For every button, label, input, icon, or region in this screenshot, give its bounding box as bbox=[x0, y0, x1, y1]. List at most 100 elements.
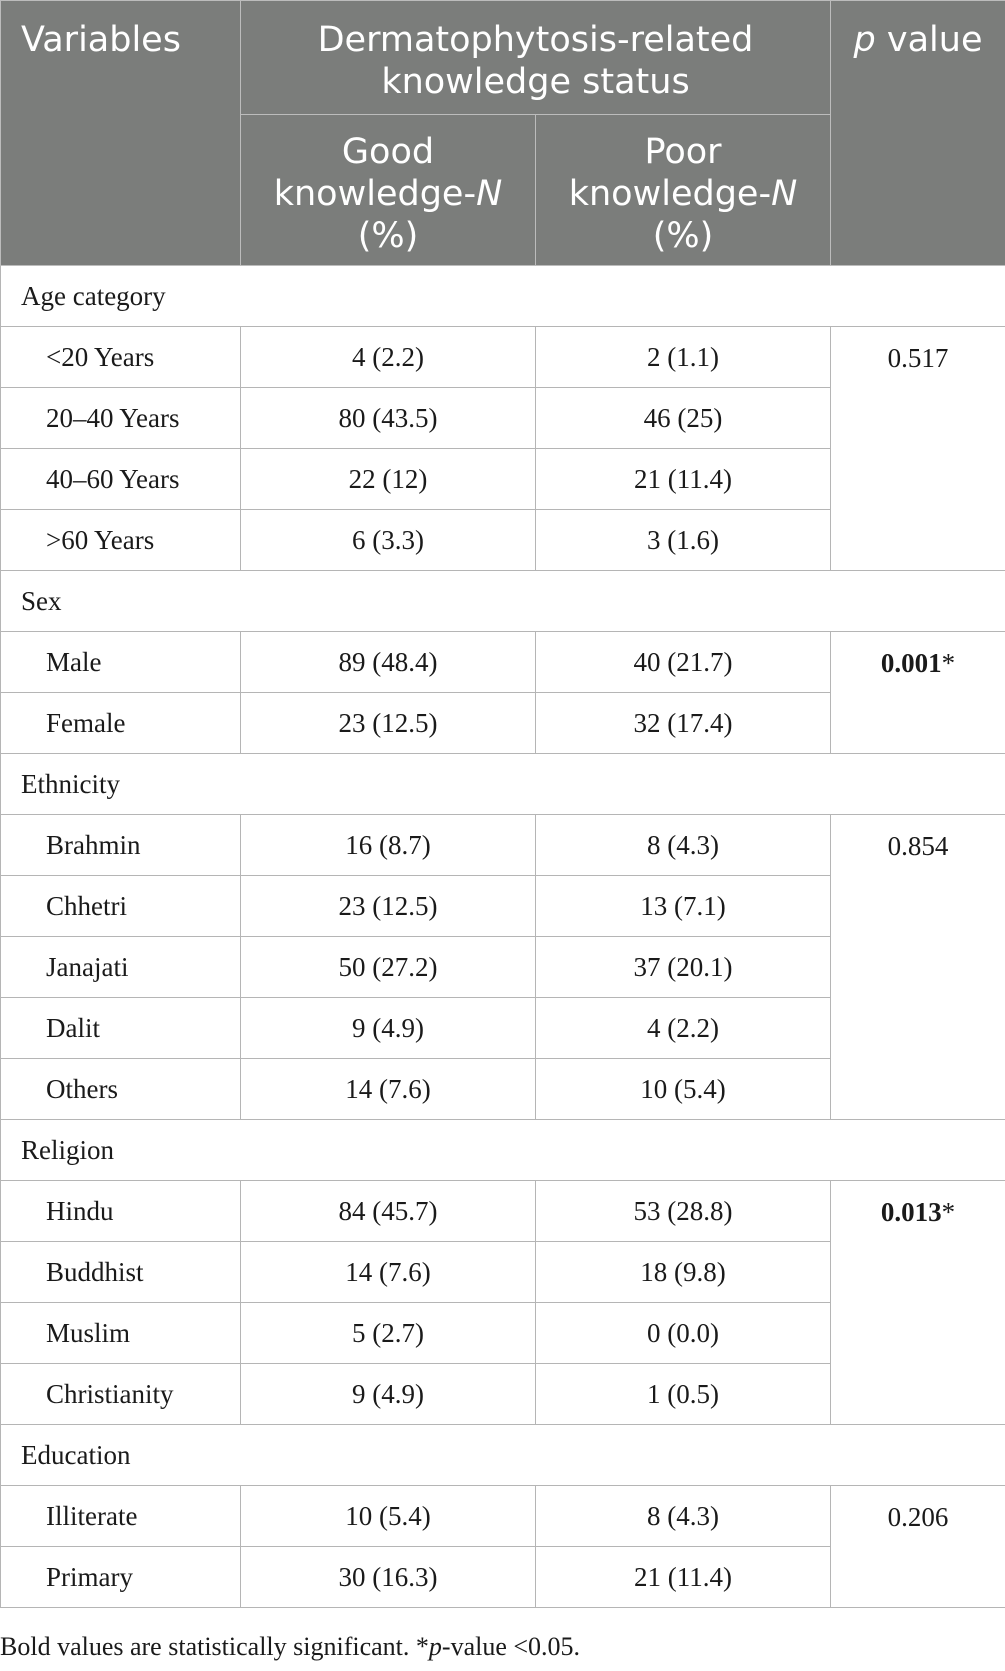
good-knowledge-cell: 10 (5.4) bbox=[240, 1485, 536, 1547]
row-label: Buddhist bbox=[0, 1241, 241, 1303]
table-row: Female 23 (12.5) 32 (17.4) bbox=[0, 692, 1005, 754]
good-knowledge-cell: 6 (3.3) bbox=[240, 509, 536, 571]
table-row: Buddhist 14 (7.6) 18 (9.8) bbox=[0, 1241, 1005, 1303]
good-knowledge-cell: 9 (4.9) bbox=[240, 1363, 536, 1425]
good-knowledge-cell: 23 (12.5) bbox=[240, 692, 536, 754]
poor-knowledge-cell: 40 (21.7) bbox=[534, 631, 832, 693]
row-label: Chhetri bbox=[0, 875, 241, 937]
row-label: Primary bbox=[0, 1546, 241, 1608]
p-value-cell: 0.206 bbox=[830, 1485, 1005, 1608]
table-row: Janajati 50 (27.2) 37 (20.1) bbox=[0, 936, 1005, 998]
category-row: Education bbox=[0, 1424, 1005, 1486]
poor-knowledge-cell: 3 (1.6) bbox=[534, 509, 832, 571]
header-knowledge-status: Dermatophytosis-related knowledge status bbox=[239, 0, 832, 115]
significance-mark: * bbox=[941, 648, 956, 678]
p-value-cell: 0.854 bbox=[830, 814, 1005, 1120]
category-label: Age category bbox=[0, 265, 1005, 327]
good-knowledge-cell: 80 (43.5) bbox=[240, 387, 536, 449]
good-knowledge-cell: 5 (2.7) bbox=[240, 1302, 536, 1364]
row-label: Illiterate bbox=[0, 1485, 241, 1547]
poor-knowledge-cell: 21 (11.4) bbox=[534, 448, 832, 510]
table-row: Primary 30 (16.3) 21 (11.4) bbox=[0, 1546, 1005, 1608]
poor-knowledge-cell: 21 (11.4) bbox=[534, 1546, 832, 1608]
footnote-p-symbol: p bbox=[428, 1632, 442, 1661]
row-label: Brahmin bbox=[0, 814, 241, 876]
good-knowledge-cell: 9 (4.9) bbox=[240, 997, 536, 1059]
category-row: Age category bbox=[0, 265, 1005, 327]
category-label: Religion bbox=[0, 1119, 1005, 1181]
p-value-bold: 0.001 bbox=[880, 648, 942, 678]
p-value-text: 0.854 bbox=[887, 831, 949, 861]
footnote: Bold values are statistically significan… bbox=[0, 1632, 580, 1662]
good-knowledge-cell: 4 (2.2) bbox=[240, 326, 536, 388]
poor-knowledge-cell: 13 (7.1) bbox=[534, 875, 832, 937]
table-row: Dalit 9 (4.9) 4 (2.2) bbox=[0, 997, 1005, 1059]
poor-knowledge-cell: 10 (5.4) bbox=[534, 1058, 832, 1120]
poor-knowledge-cell: 37 (20.1) bbox=[534, 936, 832, 998]
category-label: Sex bbox=[0, 570, 1005, 632]
row-label: 40–60 Years bbox=[0, 448, 241, 510]
p-value-text: 0.517 bbox=[887, 343, 949, 373]
table-row: Brahmin 16 (8.7) 8 (4.3) 0.854 bbox=[0, 814, 1005, 1120]
table-row: Others 14 (7.6) 10 (5.4) bbox=[0, 1058, 1005, 1120]
category-row: Sex bbox=[0, 570, 1005, 632]
good-knowledge-cell: 84 (45.7) bbox=[240, 1180, 536, 1242]
p-value-text: 0.206 bbox=[887, 1502, 949, 1532]
poor-knowledge-cell: 8 (4.3) bbox=[534, 814, 832, 876]
poor-knowledge-cell: 53 (28.8) bbox=[534, 1180, 832, 1242]
table-row: Hindu 84 (45.7) 53 (28.8) 0.013* bbox=[0, 1180, 1005, 1425]
table-row: Male 89 (48.4) 40 (21.7) 0.001* bbox=[0, 631, 1005, 754]
n-symbol: N bbox=[476, 174, 503, 214]
good-knowledge-cell: 22 (12) bbox=[240, 448, 536, 510]
row-label: Male bbox=[0, 631, 241, 693]
good-knowledge-cell: 14 (7.6) bbox=[240, 1058, 536, 1120]
good-knowledge-cell: 89 (48.4) bbox=[240, 631, 536, 693]
poor-knowledge-cell: 0 (0.0) bbox=[534, 1302, 832, 1364]
footnote-text-end: -value <0.05. bbox=[441, 1632, 581, 1661]
row-label: >60 Years bbox=[0, 509, 241, 571]
table-header: Variables Dermatophytosis-related knowle… bbox=[0, 0, 1005, 266]
percent-label: (%) bbox=[652, 216, 714, 256]
poor-knowledge-cell: 2 (1.1) bbox=[534, 326, 832, 388]
good-knowledge-cell: 50 (27.2) bbox=[240, 936, 536, 998]
poor-knowledge-cell: 46 (25) bbox=[534, 387, 832, 449]
header-p-value: p value bbox=[830, 0, 1005, 266]
category-row: Ethnicity bbox=[0, 753, 1005, 815]
good-knowledge-cell: 16 (8.7) bbox=[240, 814, 536, 876]
header-variables: Variables bbox=[0, 0, 241, 266]
table-row: Christianity 9 (4.9) 1 (0.5) bbox=[0, 1363, 1005, 1425]
poor-knowledge-cell: 1 (0.5) bbox=[534, 1363, 832, 1425]
header-good-knowledge: Good knowledge-N (%) bbox=[240, 114, 536, 266]
row-label: 20–40 Years bbox=[0, 387, 241, 449]
row-label: Hindu bbox=[0, 1180, 241, 1242]
percent-label: (%) bbox=[357, 216, 419, 256]
p-value-bold: 0.013 bbox=[880, 1197, 942, 1227]
p-symbol: p bbox=[853, 20, 876, 60]
poor-knowledge-cell: 18 (9.8) bbox=[534, 1241, 832, 1303]
row-label: Others bbox=[0, 1058, 241, 1120]
good-knowledge-cell: 23 (12.5) bbox=[240, 875, 536, 937]
table-row: 20–40 Years 80 (43.5) 46 (25) bbox=[0, 387, 1005, 449]
good-label: Good knowledge- bbox=[273, 132, 477, 214]
category-label: Education bbox=[0, 1424, 1005, 1486]
category-row: Religion bbox=[0, 1119, 1005, 1181]
significance-mark: * bbox=[941, 1197, 956, 1227]
p-value-cell: 0.517 bbox=[830, 326, 1005, 571]
table-row: <20 Years 4 (2.2) 2 (1.1) 0.517 bbox=[0, 326, 1005, 571]
poor-knowledge-cell: 8 (4.3) bbox=[534, 1485, 832, 1547]
poor-label: Poor knowledge- bbox=[568, 132, 772, 214]
row-label: Muslim bbox=[0, 1302, 241, 1364]
p-value-label: value bbox=[875, 20, 983, 60]
row-label: Christianity bbox=[0, 1363, 241, 1425]
table-body: Age category <20 Years 4 (2.2) 2 (1.1) 0.517… bbox=[0, 265, 1005, 1608]
poor-knowledge-cell: 32 (17.4) bbox=[534, 692, 832, 754]
good-knowledge-cell: 14 (7.6) bbox=[240, 1241, 536, 1303]
category-label: Ethnicity bbox=[0, 753, 1005, 815]
knowledge-table: Variables Dermatophytosis-related knowle… bbox=[0, 0, 1005, 1608]
table-row: Illiterate 10 (5.4) 8 (4.3) 0.206 bbox=[0, 1485, 1005, 1608]
footnote-text: Bold values are statistically significan… bbox=[0, 1632, 429, 1661]
row-label: Dalit bbox=[0, 997, 241, 1059]
table-row: Chhetri 23 (12.5) 13 (7.1) bbox=[0, 875, 1005, 937]
p-value-cell: 0.001* bbox=[830, 631, 1005, 754]
